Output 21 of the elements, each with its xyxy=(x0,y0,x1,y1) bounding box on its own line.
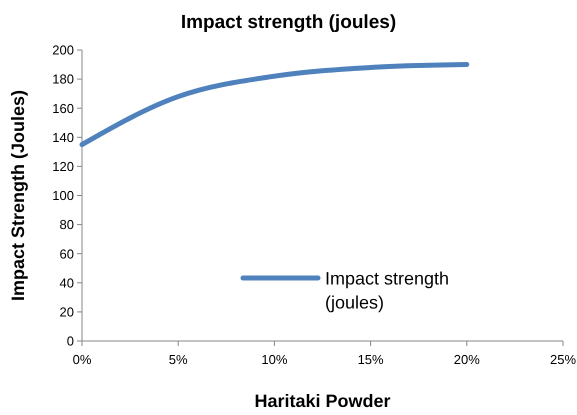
y-tick-label: 140 xyxy=(52,130,74,145)
chart-title: Impact strength (joules) xyxy=(180,12,396,33)
y-tick-label: 60 xyxy=(60,246,74,262)
x-tick-label: 5% xyxy=(168,352,188,367)
y-tick-label: 0 xyxy=(66,334,74,349)
y-tick-label: 100 xyxy=(52,188,74,204)
y-tick-label: 180 xyxy=(52,72,74,87)
y-tick-label: 120 xyxy=(52,158,74,174)
legend-label: Impact strength (joules) xyxy=(325,268,450,313)
y-tick-label: 160 xyxy=(52,100,74,116)
x-tick-label: 10% xyxy=(261,352,288,367)
x-tick-label: 25% xyxy=(550,352,576,367)
y-tick-label: 80 xyxy=(60,217,74,232)
y-axis-title: Impact Strength (Joules) xyxy=(8,90,28,302)
y-tick-label: 20 xyxy=(60,304,74,320)
y-tick-label: 200 xyxy=(52,42,74,58)
x-axis-title: Haritaki Powder xyxy=(254,391,391,411)
x-tick-label: 20% xyxy=(454,352,480,367)
x-tick-label: 15% xyxy=(358,352,384,367)
x-tick-label: 0% xyxy=(72,352,92,367)
y-tick-label: 40 xyxy=(60,275,74,290)
